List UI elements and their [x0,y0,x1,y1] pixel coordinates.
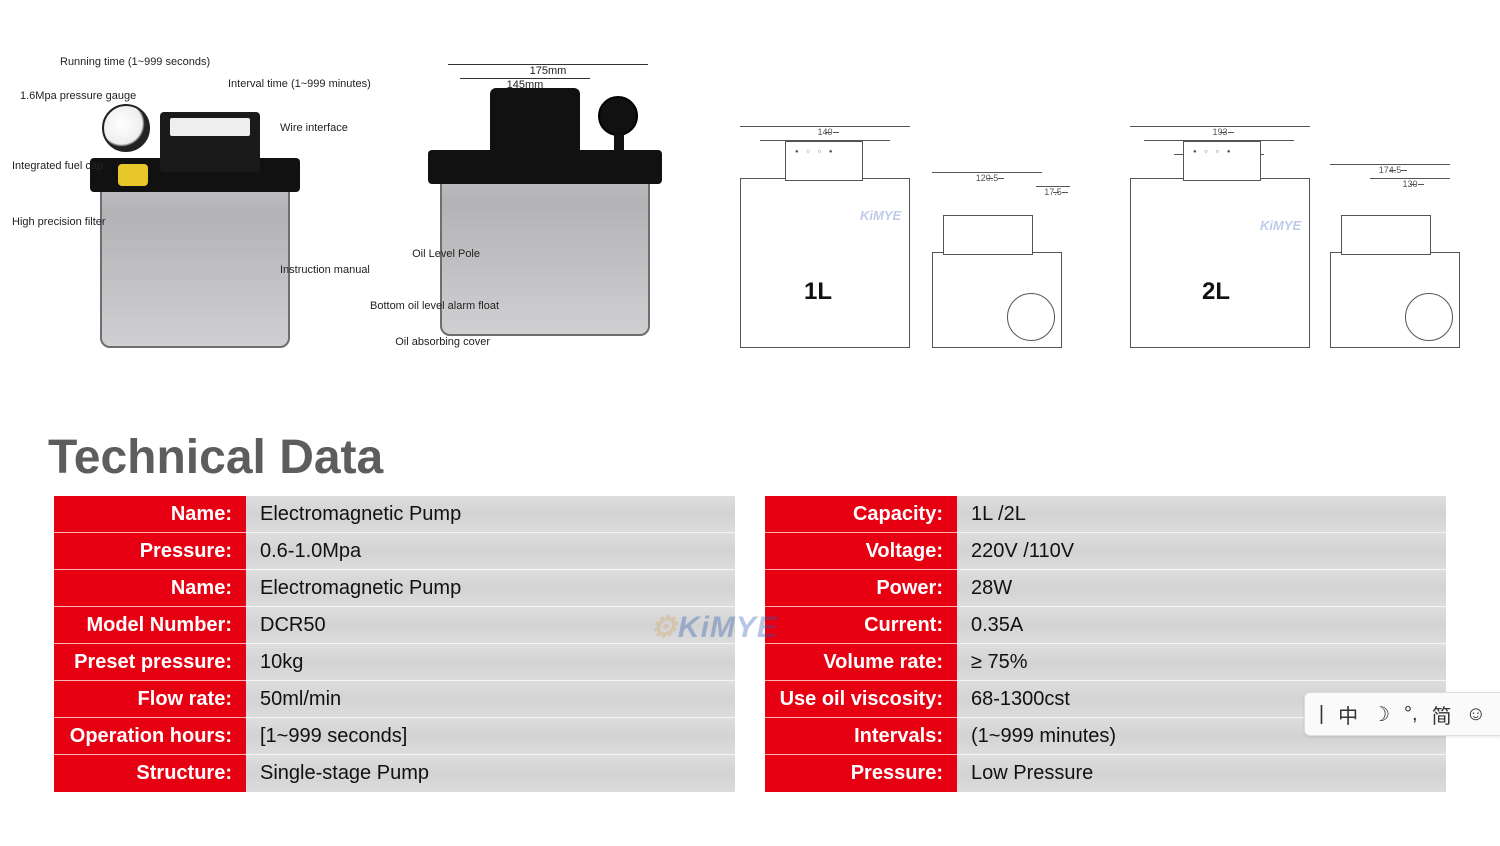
spec-value: [1~999 seconds] [246,718,735,755]
fuel-cap-icon [118,164,148,186]
motor-housing [490,88,580,162]
dim-value: 193 [1212,127,1227,137]
dim-value: 174.5 [1379,165,1402,175]
pump-tank [100,178,290,348]
dimensioned-pump-photo: 175mm 145mm Oil Level Pole Bottom oil le… [380,48,710,358]
controller-box [160,112,260,172]
spec-label: Current: [765,607,957,644]
ime-toolbar[interactable]: | 中 ☽ °, 简 ☺ [1304,692,1500,736]
ime-cursor-icon[interactable]: | [1319,703,1324,726]
capacity-label: 2L [1202,278,1230,306]
spec-right-values: 1L /2L 220V /110V 28W 0.35A ≥ 75% 68-130… [957,496,1446,792]
spec-value: 50ml/min [246,681,735,718]
spec-value: 0.35A [957,607,1446,644]
spec-value: 220V /110V [957,533,1446,570]
ime-punctuation-icon[interactable]: °, [1404,703,1418,726]
pressure-gauge-icon [598,96,638,136]
annotation-running-time: Running time (1~999 seconds) [60,56,210,68]
spec-value: Electromagnetic Pump [246,496,735,533]
ime-language-indicator[interactable]: 中 [1338,700,1358,729]
spec-value: Electromagnetic Pump [246,570,735,607]
ime-moon-icon[interactable]: ☽ [1372,702,1390,727]
annotation-absorbing-cover: Oil absorbing cover [380,336,490,348]
top-illustration-row: Running time (1~999 seconds) Interval ti… [10,48,1490,368]
spec-left-values: Electromagnetic Pump 0.6-1.0Mpa Electrom… [246,496,735,792]
spec-label: Name: [54,570,246,607]
dim-value: 120.5 [976,173,999,183]
dim-value: 140 [817,127,832,137]
spec-label: Volume rate: [765,644,957,681]
capacity-label: 1L [804,278,832,306]
schematic-2l: 193 174.5 130 174.5 130 ● ○ ○ ● 2L KiMYE [1130,138,1460,348]
annotation-filter: High precision filter [12,216,106,228]
spec-value: DCR50 [246,607,735,644]
spec-value: 28W [957,570,1446,607]
watermark-text: KiMYE [860,208,901,223]
technical-data-table: Name: Pressure: Name: Model Number: Pres… [54,496,1446,792]
annotation-instruction-manual: Instruction manual [280,264,370,276]
watermark-text: KiMYE [1260,218,1301,233]
schematic-drawings: 140 120.5 17.5 120.5 17.5 ● ○ ○ ● 1L KiM… [710,48,1490,368]
schematic-side-view [932,252,1062,348]
ime-mode-indicator[interactable]: 简 [1432,700,1452,729]
spec-label: Intervals: [765,718,957,755]
spec-label: Capacity: [765,496,957,533]
annotated-pump-photo: Running time (1~999 seconds) Interval ti… [10,48,380,358]
spec-value: 1L /2L [957,496,1446,533]
annotation-bottom-float: Bottom oil level alarm float [370,300,480,312]
spec-label: Power: [765,570,957,607]
schematic-1l: 140 120.5 17.5 120.5 17.5 ● ○ ○ ● 1L KiM… [740,138,1070,348]
spec-label: Pressure: [765,755,957,792]
spec-label: Operation hours: [54,718,246,755]
schematic-side-view [1330,252,1460,348]
dim-outer: 175mm [448,64,648,77]
annotation-fuel-cap: Integrated fuel cap [12,160,103,172]
ime-emoji-icon[interactable]: ☺ [1466,703,1486,726]
spec-label: Structure: [54,755,246,792]
spec-value: 0.6-1.0Mpa [246,533,735,570]
spec-value: Low Pressure [957,755,1446,792]
dim-value: 130 [1402,179,1417,189]
spec-label: Name: [54,496,246,533]
spec-label: Preset pressure: [54,644,246,681]
spec-value: 10kg [246,644,735,681]
spec-value: ≥ 75% [957,644,1446,681]
spec-label: Voltage: [765,533,957,570]
spec-label: Flow rate: [54,681,246,718]
spec-label: Pressure: [54,533,246,570]
spec-right-labels: Capacity: Voltage: Power: Current: Volum… [765,496,957,792]
annotation-oil-level-pole: Oil Level Pole [390,248,480,260]
schematic-front-view: ● ○ ○ ● [740,178,910,348]
schematic-front-view: ● ○ ○ ● [1130,178,1310,348]
dim-value: 17.5 [1044,187,1062,197]
section-title: Technical Data [48,430,383,485]
spec-left-labels: Name: Pressure: Name: Model Number: Pres… [54,496,246,792]
pressure-gauge-icon [102,104,150,152]
annotation-wire-interface: Wire interface [280,122,348,134]
annotation-pressure-gauge: 1.6Mpa pressure gauge [20,90,136,102]
spec-label: Use oil viscosity: [765,681,957,718]
spec-value: Single-stage Pump [246,755,735,792]
annotation-interval-time: Interval time (1~999 minutes) [228,78,371,90]
spec-label: Model Number: [54,607,246,644]
